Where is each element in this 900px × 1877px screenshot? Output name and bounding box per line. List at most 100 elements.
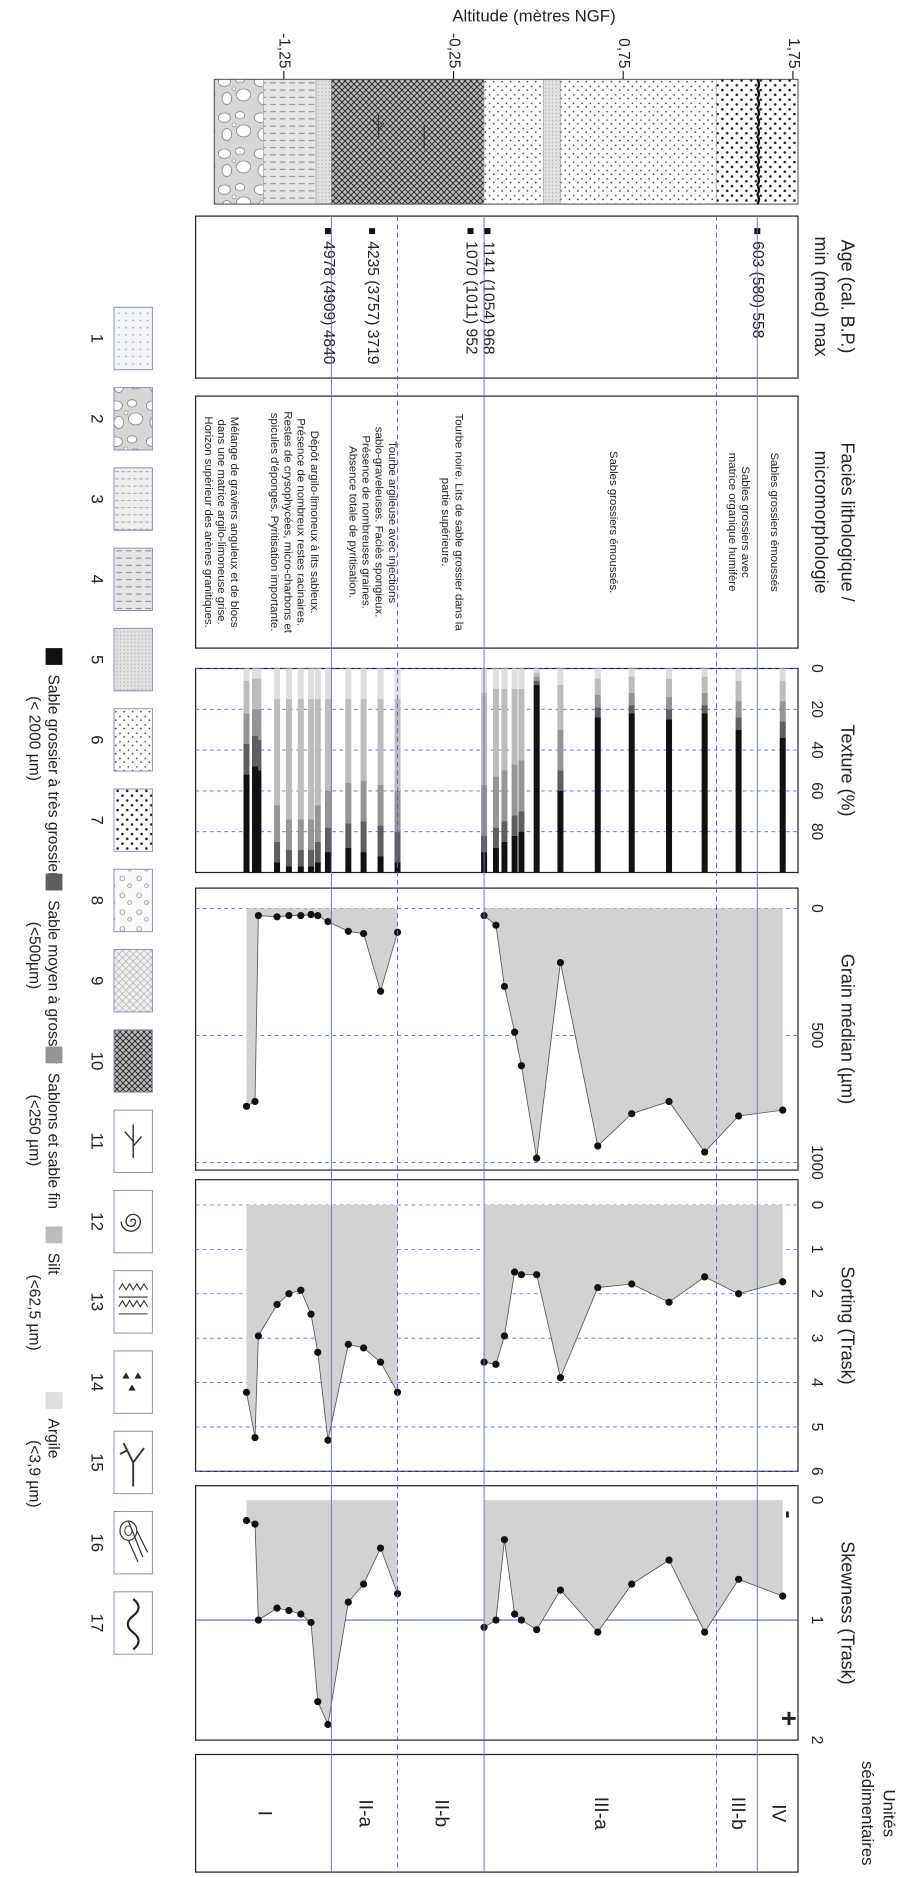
legend-box <box>113 708 153 772</box>
unit-name: III-a <box>590 1797 611 1830</box>
texture-bar <box>492 688 499 777</box>
facies-box <box>194 395 799 649</box>
texture-legend-name: Sable moyen à grossier <box>45 900 62 1064</box>
texture-bar <box>307 668 314 700</box>
grain-point <box>511 1028 519 1036</box>
skewness-point <box>779 1592 787 1600</box>
legend-number: 9 <box>88 976 107 985</box>
texture-swatch <box>45 648 63 665</box>
sorting-point <box>556 1374 565 1382</box>
texture-bar <box>511 764 518 816</box>
texture-bar <box>501 821 508 842</box>
legend-box <box>113 1270 153 1334</box>
lithology-layer <box>263 79 317 205</box>
sorting-area <box>484 1204 783 1378</box>
skewness-high: + <box>774 1711 804 1726</box>
skewness-tick-label: 0 <box>808 1496 825 1505</box>
texture-bar <box>251 766 258 873</box>
legend-number: 8 <box>88 896 107 905</box>
sorting-point <box>376 1358 385 1366</box>
grain-point <box>735 1112 743 1120</box>
grain-title: Grain médian (µm) <box>837 954 857 1104</box>
sorting-point <box>314 1348 322 1356</box>
legend-box <box>113 627 153 692</box>
texture-bar <box>274 805 281 842</box>
texture-bar <box>594 668 601 679</box>
sorting-tick-label: 4 <box>808 1378 825 1387</box>
texture-bar <box>274 668 281 700</box>
sorting-title: Sorting (Trask) <box>837 1266 857 1384</box>
grain-point <box>500 982 509 991</box>
texture-bar <box>285 668 292 700</box>
legend-number: 7 <box>88 816 107 825</box>
facies-note: Absence totale de pyritisation. <box>346 446 358 598</box>
grain-point <box>344 927 352 935</box>
texture-bar <box>274 862 281 873</box>
lithology-layer <box>757 79 799 205</box>
texture-bar <box>243 668 250 681</box>
texture-bar <box>360 852 367 873</box>
legend-box <box>113 1591 153 1655</box>
texture-bar <box>360 780 367 822</box>
skewness-point <box>285 1606 293 1615</box>
facies-note: Présence de nombreux restes racinaires. <box>295 418 307 626</box>
facies-note: Sables grossiers émoussés. <box>607 451 619 593</box>
legend-box <box>113 1511 153 1575</box>
texture-tick-label: 0 <box>808 664 825 673</box>
legend-number: 17 <box>88 1614 107 1633</box>
texture-bar <box>324 699 331 791</box>
skewness-point <box>273 1604 281 1612</box>
texture-bar <box>394 699 401 791</box>
sorting-point <box>492 1360 500 1368</box>
sorting-point <box>254 1332 262 1340</box>
texture-bar <box>377 784 384 826</box>
skewness-point <box>344 1598 352 1606</box>
legend-box <box>113 547 153 612</box>
legend-number: 13 <box>88 1293 107 1312</box>
sorting-point <box>251 1433 259 1442</box>
texture-bar <box>255 770 262 873</box>
legend-box <box>113 306 153 371</box>
legend-number: 14 <box>88 1373 107 1392</box>
legend-number: 3 <box>88 494 107 503</box>
skewness-point <box>594 1628 602 1636</box>
altitude-tick-label: -0,25 <box>445 33 462 69</box>
texture-title: Texture (%) <box>837 724 857 816</box>
texture-bar <box>255 709 262 740</box>
texture-bar <box>557 668 564 685</box>
legend-box <box>113 788 153 852</box>
facies-note: spicules d'éponges. Pyritisation importa… <box>268 413 280 632</box>
texture-bar <box>324 827 331 853</box>
texture-bar <box>701 692 708 706</box>
texture-bar <box>314 699 321 806</box>
unit-name: II-a <box>354 1799 375 1827</box>
sorting-point <box>359 1344 368 1352</box>
texture-tick-label: 40 <box>808 741 825 759</box>
sorting-tick-label: 2 <box>808 1289 825 1298</box>
texture-tick-label: 80 <box>808 823 825 841</box>
legend-box <box>113 387 153 451</box>
texture-bar <box>314 668 321 700</box>
sorting-tick-label: 5 <box>808 1423 825 1432</box>
legend-number: 10 <box>88 1052 107 1071</box>
grain-box <box>194 887 799 1171</box>
skewness-point <box>251 1520 259 1528</box>
skewness-point <box>359 1580 368 1588</box>
facies-note: Sables grossiers émoussés <box>768 452 780 592</box>
texture-bar <box>557 790 564 873</box>
texture-bar <box>518 831 525 873</box>
skewness-low: - <box>775 1511 802 1519</box>
age-label: 1070 (1011) 952 <box>462 241 479 354</box>
grain-point <box>285 911 293 920</box>
sorting-point <box>594 1283 602 1292</box>
sorting-point <box>511 1268 519 1276</box>
texture-bar <box>518 668 525 689</box>
lithology-layer <box>560 79 717 205</box>
skewness-point <box>500 1536 509 1544</box>
facies-note: Tourbe argileuse avec injections <box>386 441 398 603</box>
texture-bar <box>377 699 384 785</box>
skewness-tick-label: 1 <box>808 1616 825 1625</box>
skewness-title: Skewness (Trask) <box>837 1541 857 1684</box>
age-title: min (med) max <box>811 236 831 356</box>
texture-bar <box>297 699 304 820</box>
